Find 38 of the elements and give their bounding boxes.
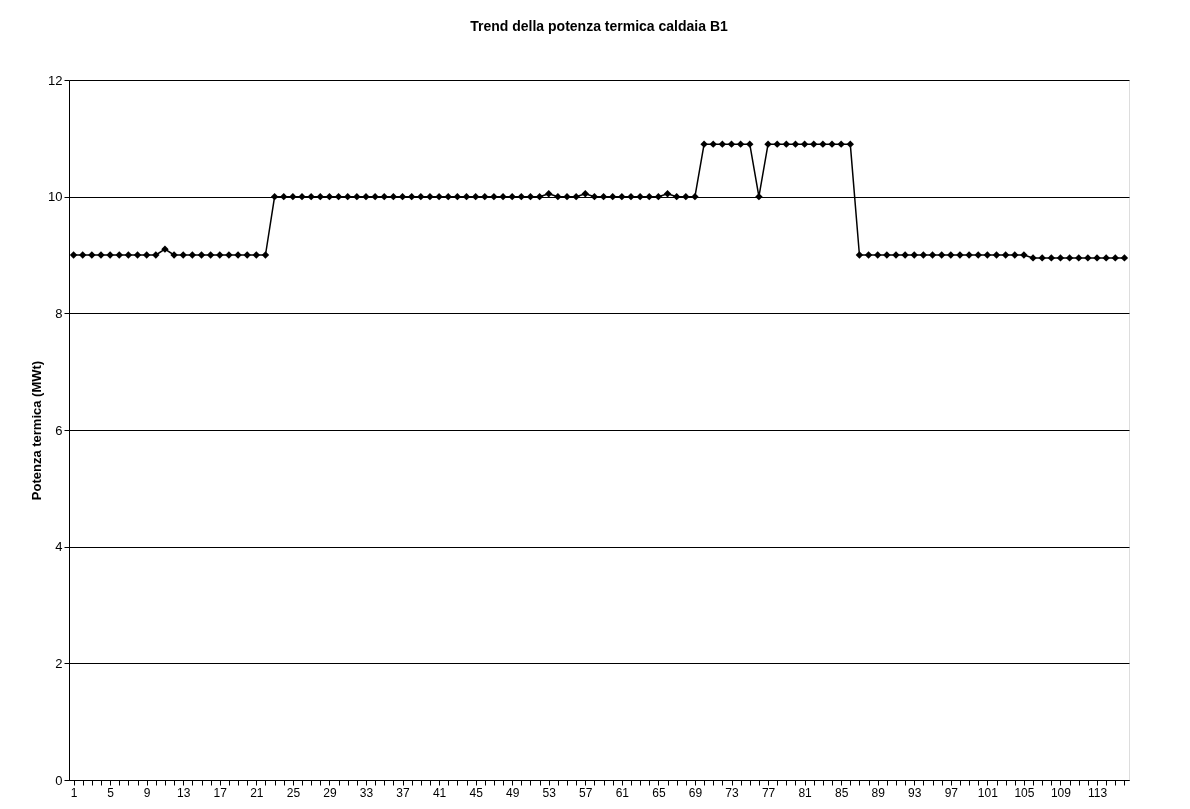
x-tick-label: 1 bbox=[70, 785, 78, 800]
y-tick-label: 2 bbox=[55, 655, 63, 671]
x-tick-label: 61 bbox=[615, 785, 630, 800]
x-tick-label: 101 bbox=[977, 785, 999, 800]
y-tick-label: 8 bbox=[55, 305, 63, 321]
x-tick-label: 21 bbox=[250, 785, 264, 800]
x-tick-label: 81 bbox=[798, 785, 813, 800]
x-tick-label: 69 bbox=[688, 785, 703, 800]
x-tick-label: 93 bbox=[908, 785, 922, 800]
x-tick-label: 113 bbox=[1087, 785, 1108, 800]
x-tick-label: 9 bbox=[143, 785, 151, 800]
x-tick-label: 57 bbox=[579, 785, 593, 800]
x-tick-label: 41 bbox=[432, 785, 447, 800]
x-tick-label: 13 bbox=[177, 785, 191, 800]
x-tick-label: 49 bbox=[506, 785, 520, 800]
y-tick-label: 6 bbox=[55, 422, 63, 438]
x-tick-label: 77 bbox=[761, 785, 776, 800]
x-tick-label: 25 bbox=[286, 785, 301, 800]
x-tick-label: 33 bbox=[359, 785, 374, 800]
x-tick-label: 37 bbox=[396, 785, 411, 800]
x-tick-label: 45 bbox=[469, 785, 484, 800]
x-tick-label: 97 bbox=[944, 785, 959, 800]
x-tick-label: 85 bbox=[834, 785, 849, 800]
y-tick-label: 12 bbox=[48, 72, 63, 88]
x-tick-label: 5 bbox=[107, 785, 115, 800]
y-tick-label: 4 bbox=[55, 539, 63, 555]
chart-title: Trend della potenza termica caldaia B1 bbox=[470, 18, 728, 34]
x-tick-label: 17 bbox=[213, 785, 228, 800]
x-tick-label: 29 bbox=[323, 785, 337, 800]
x-tick-label: 65 bbox=[652, 785, 666, 800]
y-tick-label: 0 bbox=[55, 772, 63, 788]
x-tick-label: 89 bbox=[871, 785, 886, 800]
x-tick-label: 109 bbox=[1050, 785, 1072, 800]
y-tick-label: 10 bbox=[48, 189, 63, 205]
x-tick-label: 105 bbox=[1014, 785, 1035, 800]
x-tick-label: 73 bbox=[725, 785, 739, 800]
x-tick-label: 53 bbox=[542, 785, 557, 800]
y-axis-title: Potenza termica (MWt) bbox=[29, 360, 45, 501]
